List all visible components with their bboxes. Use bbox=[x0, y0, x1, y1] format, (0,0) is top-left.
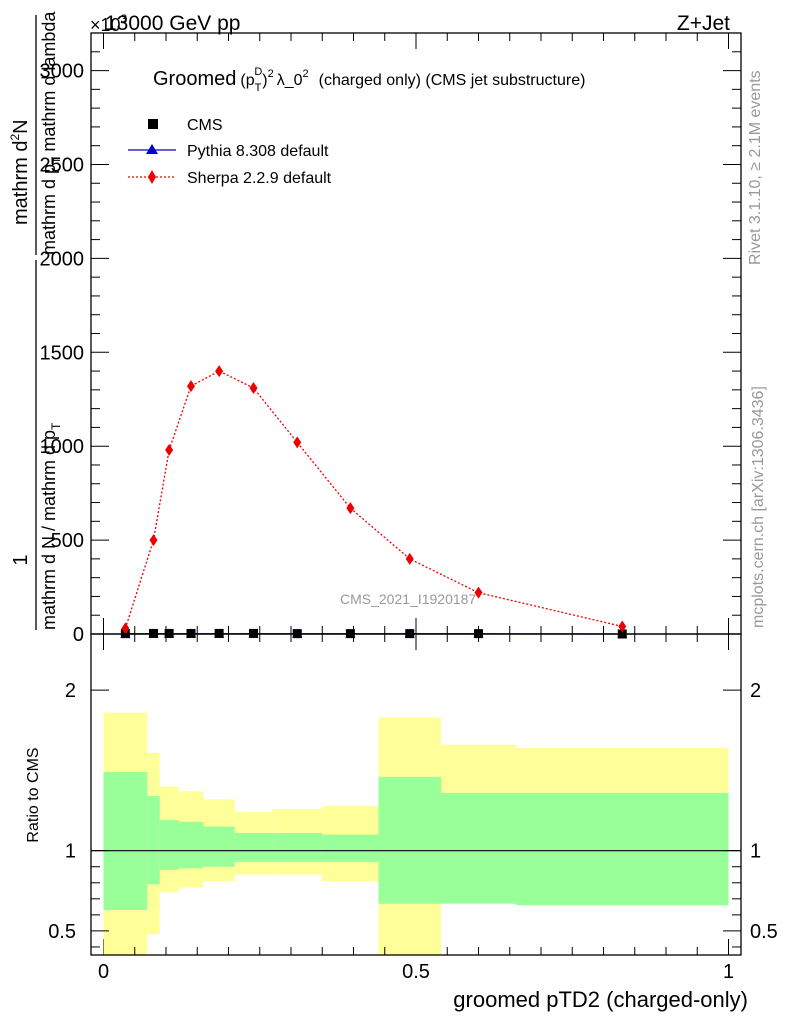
main-y-tick-label: 1000 bbox=[40, 436, 85, 458]
plot-title: Groomed (pTD)2 λ_02 (charged only) (CMS jet… bbox=[153, 66, 585, 94]
ratio-inner-band-bin bbox=[203, 826, 235, 867]
ratio-inner-band-bin bbox=[147, 796, 160, 885]
rivet-version-label: Rivet 3.1.10, ≥ 2.1M events bbox=[747, 70, 764, 265]
sherpa-point bbox=[618, 620, 627, 633]
ratio-inner-band-bin bbox=[378, 776, 441, 904]
legend-cms-label: CMS bbox=[187, 117, 223, 134]
sherpa-line bbox=[124, 370, 623, 629]
x-tick-label: 0 bbox=[98, 961, 109, 983]
main-y-tick-label: 2500 bbox=[40, 154, 85, 176]
main-y-tick-label: 1500 bbox=[40, 342, 85, 364]
ratio-inner-band-bin bbox=[234, 833, 273, 862]
ratio-plot-area: 0 0.5 1 0.5 0.5 1 1 2 2 bbox=[48, 33, 778, 983]
mcplots-label: mcplots.cern.ch [arXiv:1306.3436] bbox=[750, 386, 767, 628]
y-title-top-numerator: mathrm d2N bbox=[8, 119, 32, 225]
ratio-y-tick-label: 2 bbox=[65, 680, 76, 702]
main-y-tick-label: 0 bbox=[73, 624, 84, 646]
ratio-inner-band-bin bbox=[103, 772, 148, 911]
x-tick-label: 1 bbox=[723, 961, 734, 983]
ratio-inner-band-bin bbox=[441, 792, 516, 904]
main-y-axis-title: 1 mathrm d N / mathrm d pT mathrm d2N ma… bbox=[8, 11, 63, 630]
ratio-y-tick-label: 0.5 bbox=[48, 921, 76, 943]
x-tick-label: 0.5 bbox=[402, 961, 430, 983]
energy-label: 13000 GeV pp bbox=[105, 12, 240, 35]
ratio-inner-band-bin bbox=[159, 820, 179, 870]
ratio-y-tick-label: 1 bbox=[65, 841, 76, 863]
legend-cms-marker bbox=[148, 119, 158, 129]
legend-sherpa-marker bbox=[148, 170, 156, 184]
ratio-plot-frame bbox=[90, 633, 742, 956]
legend-pythia-marker bbox=[146, 144, 158, 154]
sherpa-point bbox=[249, 381, 258, 394]
sherpa-point bbox=[121, 622, 130, 635]
ratio-inner-band-bin bbox=[272, 833, 323, 862]
main-y-tick-label: 2000 bbox=[40, 248, 85, 270]
legend-pythia-label: Pythia 8.308 default bbox=[187, 143, 329, 160]
y-title-one: 1 bbox=[10, 554, 32, 565]
ratio-y-axis-title: Ratio to CMS bbox=[25, 747, 42, 842]
x-axis-title: groomed pTD2 (charged-only) bbox=[453, 987, 748, 1012]
sherpa-point bbox=[346, 502, 355, 515]
main-y-tick-label: 500 bbox=[51, 530, 84, 552]
process-label: Z+Jet bbox=[677, 12, 730, 35]
ratio-inner-band-bin bbox=[516, 792, 729, 906]
y-exponent-label: ×103 bbox=[90, 12, 128, 35]
sherpa-point bbox=[215, 365, 224, 378]
sherpa-point bbox=[405, 552, 414, 565]
y-title-main-denominator: mathrm d N / mathrm d pT bbox=[39, 422, 63, 630]
y-title-top-denominator: mathrm d pT mathrm d lambda bbox=[39, 11, 63, 255]
ratio-inner-band-bin bbox=[178, 821, 204, 869]
legend: CMS Pythia 8.308 default Sherpa 2.2.9 de… bbox=[128, 117, 332, 187]
ratio-inner-band-bin bbox=[322, 834, 379, 862]
sherpa-point bbox=[474, 586, 483, 599]
sherpa-point bbox=[165, 443, 174, 456]
legend-sherpa-label: Sherpa 2.2.9 default bbox=[187, 170, 332, 187]
sherpa-point bbox=[187, 380, 195, 393]
analysis-watermark: CMS_2021_I1920187 bbox=[340, 591, 476, 607]
ratio-y-tick-label-right: 1 bbox=[750, 841, 761, 863]
main-y-tick-label: 3000 bbox=[40, 61, 85, 83]
ratio-y-tick-label-right: 2 bbox=[750, 680, 761, 702]
ratio-y-tick-label-right: 0.5 bbox=[750, 921, 778, 943]
sherpa-point bbox=[149, 534, 158, 547]
sherpa-point bbox=[293, 436, 302, 449]
